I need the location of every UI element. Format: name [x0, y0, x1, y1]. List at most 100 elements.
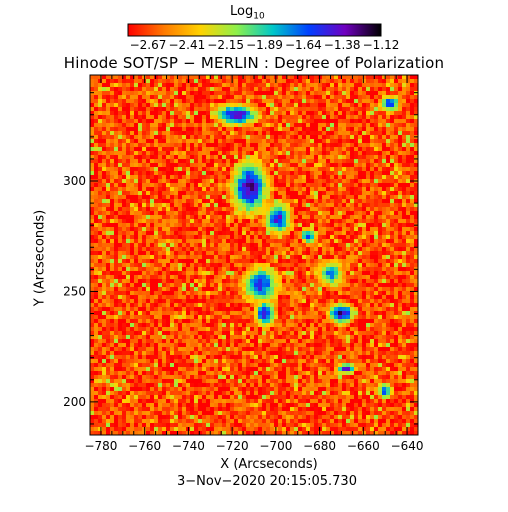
heatmap-cell [406, 187, 410, 191]
heatmap-cell [146, 203, 150, 207]
heatmap-cell [394, 83, 398, 87]
heatmap-cell [338, 279, 342, 283]
heatmap-cell [370, 163, 374, 167]
heatmap-cell [278, 311, 282, 315]
heatmap-cell [294, 275, 298, 279]
heatmap-cell [290, 239, 294, 243]
heatmap-cell [286, 131, 290, 135]
heatmap-cell [322, 291, 326, 295]
heatmap-cell [174, 75, 178, 79]
heatmap-cell [190, 91, 194, 95]
heatmap-cell [346, 231, 350, 235]
heatmap-cell [170, 251, 174, 255]
heatmap-cell [246, 279, 250, 283]
heatmap-cell [334, 279, 338, 283]
heatmap-cell [334, 291, 338, 295]
heatmap-cell [150, 259, 154, 263]
heatmap-cell [354, 255, 358, 259]
heatmap-cell [294, 223, 298, 227]
heatmap-cell [202, 239, 206, 243]
heatmap-cell [274, 235, 278, 239]
heatmap-cell [346, 99, 350, 103]
heatmap-cell [174, 147, 178, 151]
heatmap-cell [374, 295, 378, 299]
heatmap-cell [294, 211, 298, 215]
heatmap-cell [214, 215, 218, 219]
heatmap-cell [246, 263, 250, 267]
heatmap-cell [350, 303, 354, 307]
heatmap-cell [230, 239, 234, 243]
heatmap-cell [386, 107, 390, 111]
heatmap-cell [246, 315, 250, 319]
heatmap-cell [210, 171, 214, 175]
heatmap-cell [118, 215, 122, 219]
heatmap-cell [370, 235, 374, 239]
heatmap-cell [282, 215, 286, 219]
heatmap-cell [310, 235, 314, 239]
heatmap-cell [274, 123, 278, 127]
heatmap-cell [178, 239, 182, 243]
heatmap-cell [362, 251, 366, 255]
heatmap-cell [170, 291, 174, 295]
heatmap-cell [238, 139, 242, 143]
heatmap-cell [178, 95, 182, 99]
heatmap-cell [158, 267, 162, 271]
heatmap-cell [194, 187, 198, 191]
heatmap-cell [362, 187, 366, 191]
heatmap-cell [342, 231, 346, 235]
heatmap-cell [178, 131, 182, 135]
heatmap-cell [154, 127, 158, 131]
heatmap-cell [338, 211, 342, 215]
heatmap-cell [298, 243, 302, 247]
heatmap-cell [90, 279, 94, 283]
heatmap-cell [346, 183, 350, 187]
heatmap-cell [346, 179, 350, 183]
heatmap-cell [194, 75, 198, 79]
heatmap-cell [210, 99, 214, 103]
heatmap-cell [330, 95, 334, 99]
heatmap-cell [370, 147, 374, 151]
heatmap-cell [198, 127, 202, 131]
heatmap-cell [394, 195, 398, 199]
heatmap-cell [370, 219, 374, 223]
heatmap-cell [114, 219, 118, 223]
heatmap-cell [246, 231, 250, 235]
heatmap-cell [326, 127, 330, 131]
heatmap-cell [214, 115, 218, 119]
heatmap-cell [102, 95, 106, 99]
heatmap-cell [102, 227, 106, 231]
heatmap-cell [118, 311, 122, 315]
heatmap-cell [358, 295, 362, 299]
heatmap-cell [242, 107, 246, 111]
heatmap-cell [274, 283, 278, 287]
heatmap-cell [146, 279, 150, 283]
heatmap-cell [290, 207, 294, 211]
heatmap-cell [190, 243, 194, 247]
heatmap-cell [170, 123, 174, 127]
heatmap-cell [354, 239, 358, 243]
heatmap-cell [146, 311, 150, 315]
heatmap-cell [274, 87, 278, 91]
heatmap-cell [222, 91, 226, 95]
heatmap-cell [238, 287, 242, 291]
heatmap-cell [294, 203, 298, 207]
heatmap-cell [106, 127, 110, 131]
heatmap-cell [166, 283, 170, 287]
heatmap-cell [218, 303, 222, 307]
heatmap-cell [318, 135, 322, 139]
heatmap-cell [354, 259, 358, 263]
heatmap-cell [334, 171, 338, 175]
heatmap-cell [294, 291, 298, 295]
heatmap-cell [358, 127, 362, 131]
heatmap-cell [250, 195, 254, 199]
heatmap-cell [414, 75, 418, 79]
heatmap-cell [350, 107, 354, 111]
heatmap-cell [266, 83, 270, 87]
heatmap-cell [106, 219, 110, 223]
heatmap-cell [286, 187, 290, 191]
heatmap-cell [326, 303, 330, 307]
heatmap-cell [278, 215, 282, 219]
heatmap-cell [346, 147, 350, 151]
heatmap-cell [262, 283, 266, 287]
heatmap-cell [246, 259, 250, 263]
